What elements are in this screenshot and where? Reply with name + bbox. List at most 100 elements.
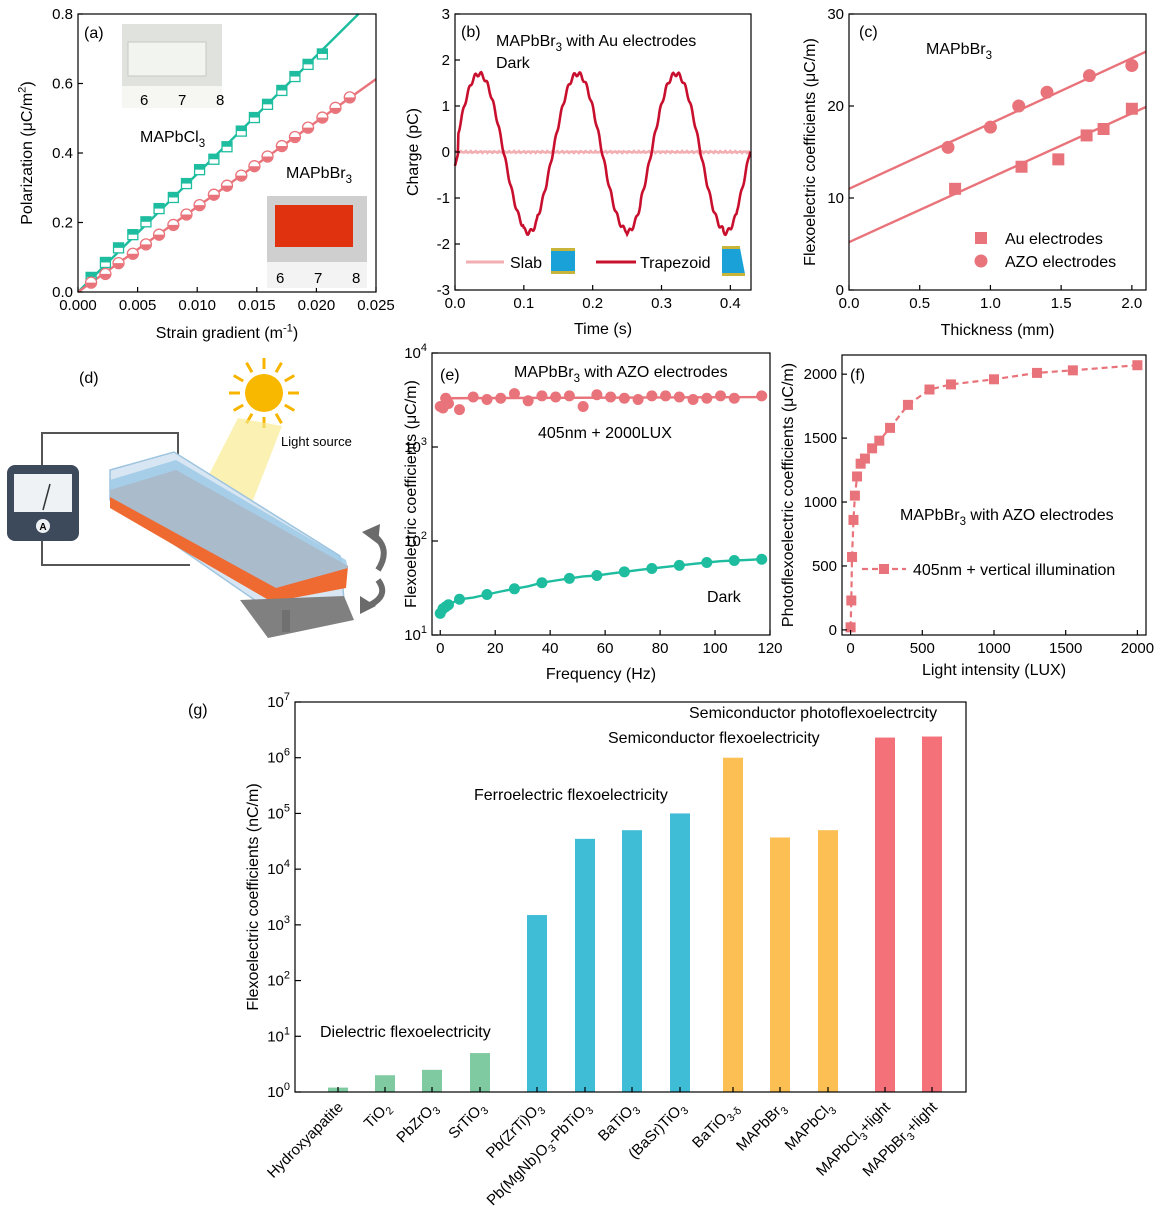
group-label: Semiconductor flexoelectricity [608,730,820,747]
group-label: Semiconductor photoflexoelectrcity [689,705,937,722]
bar [470,1053,490,1092]
data-point [867,443,878,454]
sun-ray [274,413,283,425]
ruler-number: 6 [140,92,148,109]
plot-frame [431,352,771,636]
data-point [756,553,768,565]
data-point-fill [330,107,341,113]
y-tick-label: 0.6 [52,76,73,93]
x-tick-label: 0.0 [445,295,466,312]
legend-label-trapezoid: Trapezoid [640,255,711,272]
data-point-fill [181,178,192,184]
data-point-fill [86,272,97,278]
y-tick-label: 104 [404,342,427,362]
data-point-fill [168,224,179,230]
panel-label-d: (d) [79,370,99,387]
data-point [563,572,575,584]
series-line [849,364,1138,628]
plot-frame [841,354,1147,636]
x-tick-label: 1.0 [980,295,1001,312]
electrode-layer [110,460,348,588]
panel-d-schematic: (d) A Light source [7,358,387,638]
y-tick-label: 0.4 [52,145,73,162]
x-tick-label: 0.4 [720,295,741,312]
data-point [442,398,454,410]
data-point-fill [208,154,219,160]
data-point-fill [276,85,287,91]
x-tick-label: 1500 [1049,640,1082,657]
ruler-number: 7 [178,92,186,109]
data-point [728,555,740,567]
ammeter-terminal [36,519,50,533]
series-label-dark: Dark [707,589,742,606]
data-point [924,384,935,395]
fit-line [848,50,1147,190]
data-point [848,514,859,525]
data-point-fill [154,234,165,240]
data-point-fill [249,166,260,172]
y-tick-label: 1500 [804,430,837,447]
panel-label-f: (f) [850,367,865,384]
legend-label: AZO electrodes [1005,254,1116,271]
data-point-fill [113,263,124,269]
y-tick-label: 1 [442,98,450,115]
y-tick-label: 1000 [804,494,837,511]
y-tick-label: 500 [812,558,837,575]
x-axis-title: Light intensity (LUX) [922,662,1066,679]
bend-arrow-head-icon [362,524,380,544]
ammeter-dial [14,474,72,512]
legend-label: 405nm + vertical illumination [913,562,1115,579]
data-point-fill [100,273,111,279]
support-post [282,610,290,632]
y-tick-label: 102 [267,970,290,990]
data-point [846,595,857,606]
crystal-mapbbr3 [275,205,353,247]
series-line-trapezoid [453,70,752,238]
data-point [646,562,658,574]
sun-ray [284,403,296,412]
y-axis-title: Flexoelectric coefficients (μC/m) [802,38,819,266]
data-point [885,422,896,433]
data-point-fill [100,257,111,263]
data-point [989,374,999,385]
panel-a: 0.000 0.005 0.010 0.015 0.020 0.025 0.0 0.2 0.4 0… [17,6,395,342]
data-point [949,182,962,195]
panel-b: 0.0 0.1 0.2 0.3 0.4 -3 -2 -1 0 1 2 3 Time (s) Charge … [405,6,752,338]
legend-marker [974,254,988,268]
panel-label-c: (c) [859,24,878,41]
y-tick-label: 107 [267,691,290,711]
sun-ray [274,361,283,373]
y-tick-label: 105 [267,802,290,822]
panel-label-a: (a) [84,25,104,42]
data-point-fill [222,185,232,191]
y-tick-label: 101 [267,1025,290,1045]
data-point [1032,367,1043,378]
x-tick-label: 0.010 [178,297,216,314]
data-point-fill [194,164,205,170]
data-point [855,458,866,469]
data-point-fill [194,205,205,211]
data-point [522,395,534,407]
data-point-fill [249,112,260,118]
data-point-fill [289,137,300,143]
panel-subtitle: Dark [496,55,531,72]
group-label: Ferroelectric flexoelectricity [474,787,668,804]
y-tick-label: -3 [437,282,450,299]
x-tick-label: 120 [757,640,782,657]
data-point [550,391,562,403]
category-label: MAPbCl3 [782,1099,840,1157]
fit-line [848,105,1147,244]
x-tick-label: 1000 [977,640,1010,657]
data-point-fill [303,127,314,133]
y-tick-label: 2 [442,52,450,69]
data-point-fill [181,214,192,220]
data-point [481,588,493,600]
data-point [1015,160,1028,173]
x-tick-label: 100 [703,640,728,657]
sun-ray [232,403,244,412]
y-tick-label: 103 [404,436,427,456]
category-label: TiO2 [361,1099,396,1134]
x-tick-label: 40 [542,640,559,657]
x-tick-label: 60 [597,640,614,657]
